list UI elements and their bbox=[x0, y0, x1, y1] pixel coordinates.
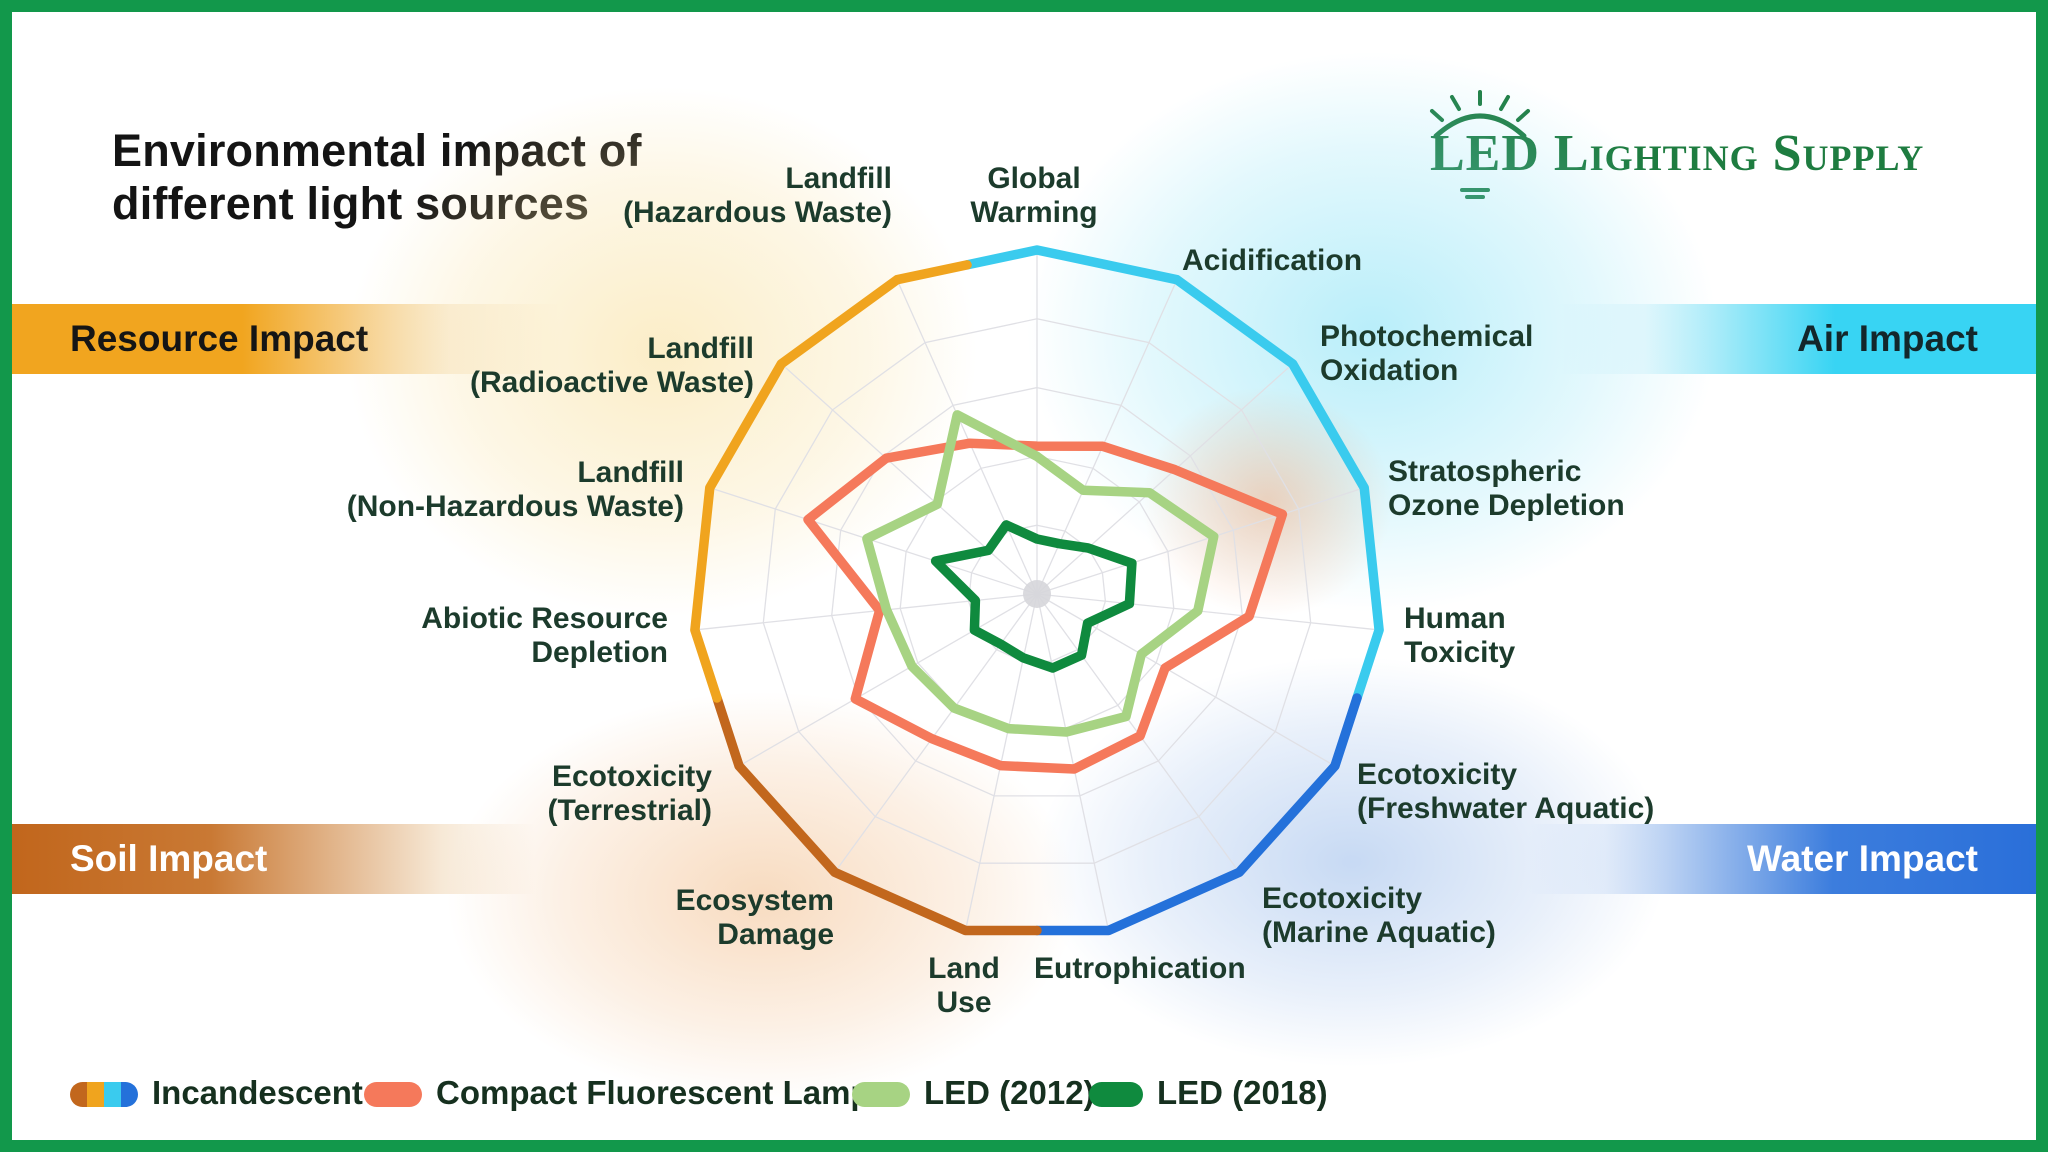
axis-label-abiotic-resource-depletion: Abiotic Resource Depletion bbox=[421, 602, 668, 670]
legend-label-incandescent: Incandescent bbox=[152, 1074, 363, 1111]
grid-spoke bbox=[896, 279, 1038, 595]
radar-series bbox=[690, 245, 1384, 936]
grid-spoke bbox=[709, 487, 1038, 595]
water-glow bbox=[1037, 657, 1667, 1067]
radar-chart bbox=[347, 52, 1717, 1102]
soil-glow bbox=[447, 692, 1077, 1102]
grid-spoke bbox=[1036, 487, 1365, 595]
axis-label-eutrophication: Eutrophication bbox=[1034, 952, 1246, 985]
grid-ring-60 bbox=[831, 386, 1243, 797]
series-line-led-2012- bbox=[862, 410, 1219, 737]
axis-label-global-warming: Global Warming bbox=[970, 162, 1098, 230]
series-line-led-2018- bbox=[930, 520, 1137, 673]
grid-spoke bbox=[738, 593, 1038, 767]
axis-label-human-toxicity: Human Toxicity bbox=[1404, 602, 1516, 670]
led2018-swatch bbox=[1089, 1082, 1143, 1107]
axis-label-ecotoxicity-marine-aquatic-: Ecotoxicity (Marine Aquatic) bbox=[1262, 882, 1496, 950]
grid-spoke bbox=[1036, 593, 1380, 631]
grid-spoke bbox=[1036, 593, 1110, 931]
legend-label-cfl: Compact Fluorescent Lamps bbox=[436, 1074, 889, 1111]
axis-label-land-use: Land Use bbox=[928, 952, 1000, 1020]
axis-label-landfill-hazardous-waste-: Landfill (Hazardous Waste) bbox=[623, 162, 892, 230]
incandescent-line-soil bbox=[712, 693, 1042, 936]
grid-ring-80 bbox=[762, 318, 1312, 864]
axis-label-ecosystem-damage: Ecosystem Damage bbox=[675, 884, 834, 952]
incandescent-swatch bbox=[70, 1082, 138, 1107]
grid-spoke bbox=[1036, 363, 1294, 595]
incandescent-line-water bbox=[1032, 693, 1362, 936]
axis-label-ecotoxicity-terrestrial-: Ecotoxicity (Terrestrial) bbox=[547, 760, 712, 828]
legend-label-led2012: LED (2012) bbox=[924, 1074, 1095, 1111]
ozone-depletion-glow bbox=[1142, 387, 1392, 617]
resource-glow bbox=[347, 87, 977, 617]
incandescent-line-air bbox=[962, 245, 1384, 703]
axis-label-landfill-non-hazardous-waste-: Landfill (Non-Hazardous Waste) bbox=[346, 456, 684, 524]
series-line-compact-fluorescent-lamps bbox=[803, 438, 1288, 774]
axis-label-ecotoxicity-freshwater-aquatic-: Ecotoxicity (Freshwater Aquatic) bbox=[1357, 758, 1655, 826]
legend-label-led2018: LED (2018) bbox=[1157, 1074, 1328, 1111]
led2012-swatch bbox=[852, 1082, 910, 1107]
axis-label-landfill-radioactive-waste-: Landfill (Radioactive Waste) bbox=[470, 332, 754, 400]
axis-label-stratospheric-ozone-depletion: Stratospheric Ozone Depletion bbox=[1388, 455, 1625, 523]
axis-label-photochemical-oxidation: Photochemical Oxidation bbox=[1320, 320, 1534, 388]
chart-legend: Incandescent Compact Fluorescent Lamps L… bbox=[12, 1062, 2036, 1132]
cfl-swatch bbox=[364, 1082, 422, 1107]
grid-hub bbox=[1023, 580, 1051, 608]
grid-spoke bbox=[780, 363, 1038, 595]
axis-label-acidification: Acidification bbox=[1182, 244, 1363, 277]
incandescent-line-resource bbox=[690, 260, 972, 703]
